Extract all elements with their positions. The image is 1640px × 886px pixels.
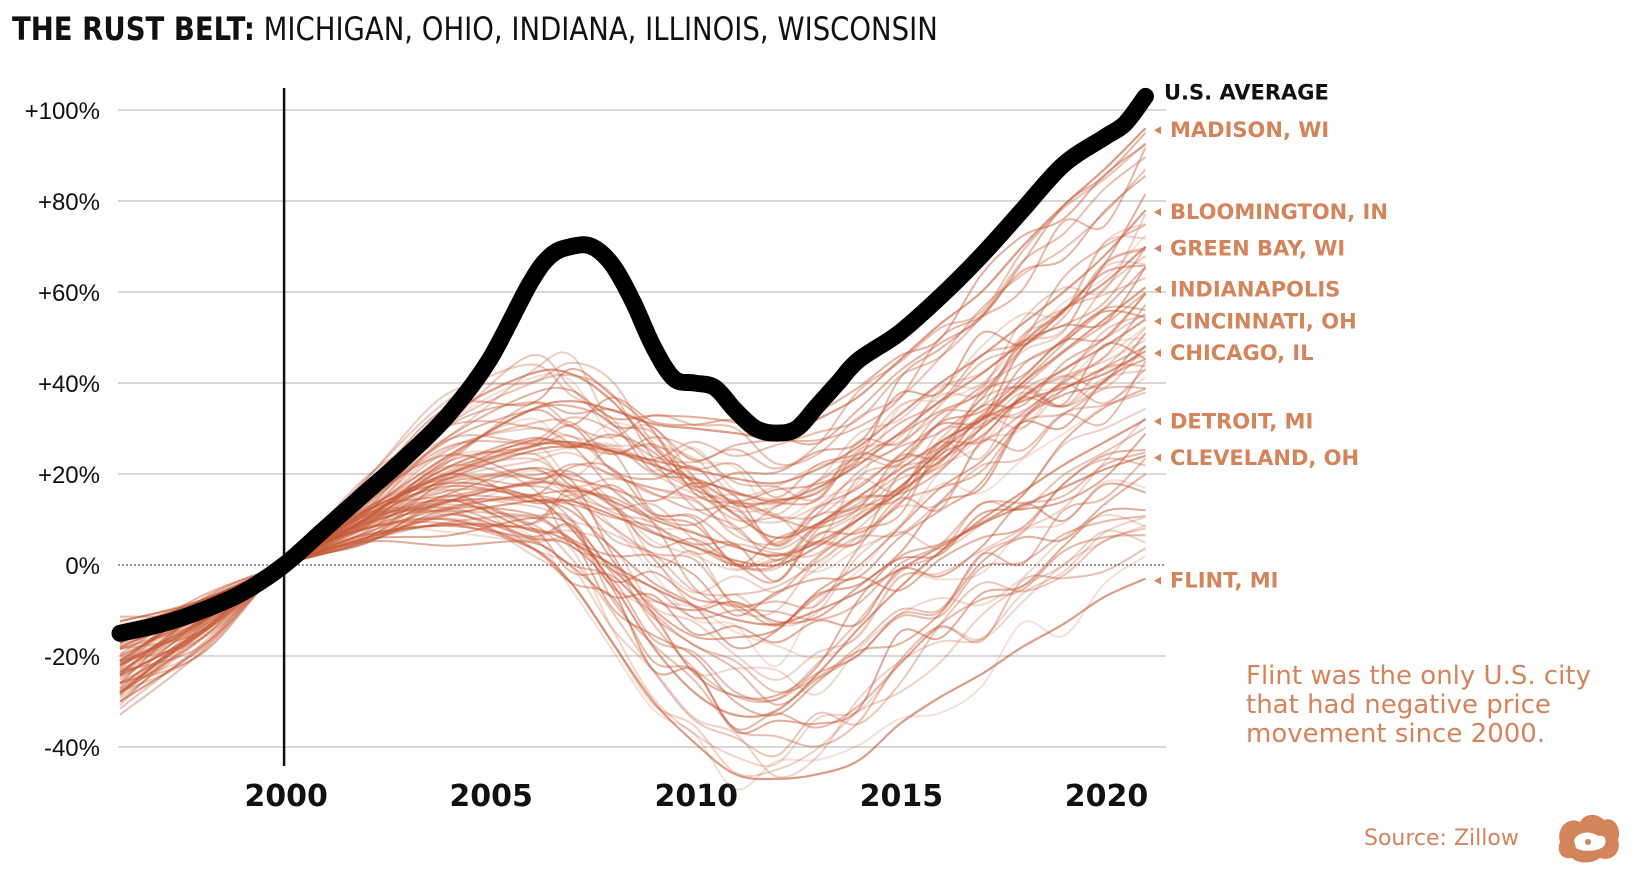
city-label: CHICAGO, IL (1170, 341, 1314, 365)
us-average-label: U.S. AVERAGE (1164, 80, 1329, 104)
background-city-line (119, 260, 1146, 672)
city-label: DETROIT, MI (1170, 409, 1313, 433)
background-city-line (119, 142, 1147, 648)
background-city-line (119, 479, 1146, 659)
brand-logo-icon (1558, 814, 1620, 863)
background-city-line (119, 385, 1146, 663)
chart-title: THE RUST BELT: MICHIGAN, OHIO, INDIANA, … (12, 10, 938, 48)
background-city-line (119, 246, 1146, 676)
grid (118, 109, 1166, 748)
title-rest: MICHIGAN, OHIO, INDIANA, ILLINOIS, WISCO… (254, 10, 938, 48)
y-axis: +100% +80% +60% +40% +20% 0% -20% -40% (25, 98, 100, 762)
background-city-line (119, 482, 1146, 644)
city-label: INDIANAPOLIS (1170, 277, 1340, 301)
background-city-line (119, 451, 1146, 641)
source-credit: Source: Zillow (1364, 826, 1519, 851)
city-lines (119, 127, 1147, 781)
background-city-line (119, 457, 1146, 703)
label-pointer-icon (1154, 417, 1161, 426)
y-tick-label: +80% (38, 189, 100, 216)
background-city-line (119, 235, 1146, 637)
background-city-line (119, 513, 1146, 696)
x-tick-label: 2010 (655, 779, 739, 814)
label-pointer-icon (1154, 453, 1161, 462)
y-tick-label: +60% (38, 280, 100, 307)
label-pointer-icon (1154, 576, 1161, 585)
background-city-line (119, 353, 1146, 699)
background-city-lines (119, 132, 1147, 791)
flint-annotation: Flint was the only U.S. city that had ne… (1246, 661, 1591, 749)
background-city-line (119, 312, 1147, 645)
background-city-line (119, 332, 1147, 678)
label-pointer-icon (1154, 244, 1161, 253)
background-city-line (119, 305, 1146, 618)
background-city-line (119, 292, 1147, 628)
y-tick-label: +40% (38, 371, 100, 398)
x-tick-label: 2015 (860, 779, 944, 814)
x-axis: 2000 2005 2010 2015 2020 (244, 779, 1148, 814)
background-city-line (119, 345, 1146, 667)
x-tick-label: 2020 (1065, 779, 1149, 814)
title-bold: THE RUST BELT: (12, 10, 255, 48)
x-tick-label: 2000 (244, 779, 328, 814)
series-labels: U.S. AVERAGE MADISON, WI BLOOMINGTON, IN GR… (1154, 80, 1388, 593)
background-city-line (119, 255, 1147, 671)
background-city-line (119, 314, 1146, 660)
background-city-line (119, 266, 1147, 663)
us-average-line (111, 87, 1154, 642)
label-pointer-icon (1154, 349, 1161, 358)
background-city-line (119, 264, 1146, 666)
city-line-green-bay-wi (119, 245, 1147, 667)
label-pointer-icon (1154, 208, 1161, 217)
city-line-cleveland-oh (119, 454, 1146, 644)
background-city-line (119, 246, 1147, 636)
city-label: GREEN BAY, WI (1170, 237, 1345, 261)
city-label: CLEVELAND, OH (1170, 446, 1359, 470)
y-tick-label: -40% (44, 735, 100, 762)
city-line-flint-mi (119, 517, 1146, 781)
city-label: FLINT, MI (1170, 569, 1278, 593)
background-city-line (119, 342, 1146, 636)
label-pointer-icon (1154, 317, 1161, 326)
background-city-line (119, 266, 1147, 630)
background-city-line (119, 213, 1147, 638)
background-city-line (119, 499, 1146, 706)
background-city-line (119, 507, 1146, 735)
background-city-line (119, 291, 1147, 681)
background-city-line (119, 354, 1146, 661)
background-city-line (119, 426, 1147, 710)
background-city-line (119, 222, 1146, 626)
background-city-line (119, 339, 1146, 651)
background-city-line (119, 449, 1146, 627)
y-tick-label: +100% (25, 98, 100, 125)
y-tick-label: -20% (44, 644, 100, 671)
city-line-bloomington-in (119, 209, 1147, 648)
label-pointer-icon (1154, 126, 1161, 135)
y-tick-label: 0% (65, 553, 100, 580)
city-label: BLOOMINGTON, IN (1170, 200, 1388, 224)
city-label: MADISON, WI (1170, 118, 1329, 142)
background-city-line (119, 433, 1147, 624)
background-city-line (119, 503, 1146, 758)
x-tick-label: 2005 (449, 779, 533, 814)
y-tick-label: +20% (38, 462, 100, 489)
label-pointer-icon (1154, 285, 1161, 294)
city-label: CINCINNATI, OH (1170, 309, 1357, 333)
city-line-detroit-mi (119, 418, 1147, 718)
